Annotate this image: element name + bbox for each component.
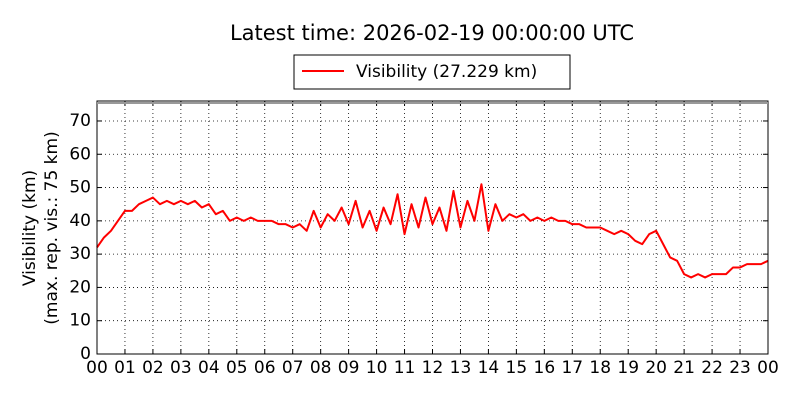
legend-label: Visibility (27.229 km) [356,62,537,82]
x-tick-label: 12 [422,358,444,378]
y-tick-label: 10 [69,311,91,331]
x-tick-label: 21 [673,358,695,378]
chart-title: Latest time: 2026-02-19 00:00:00 UTC [230,21,634,45]
x-tick-label: 20 [645,358,667,378]
y-tick-label: 20 [69,277,91,297]
x-tick-label: 22 [701,358,723,378]
x-tick-label: 11 [394,358,416,378]
plot-frame [96,100,769,355]
x-tick-label: 23 [729,358,751,378]
x-tick-label: 00 [86,358,108,378]
x-tick-label: 03 [170,358,192,378]
y-tick-label: 60 [69,144,91,164]
x-tick-label: 08 [310,358,332,378]
x-tick-label: 13 [450,358,472,378]
x-tick-label: 01 [114,358,136,378]
y-axis-label: (max. rep. vis.: 75 km) [42,131,62,324]
y-tick-label: 70 [69,111,91,131]
x-tick-label: 02 [142,358,164,378]
x-tick-label: 07 [282,358,304,378]
x-tick-label: 15 [506,358,528,378]
x-tick-label: 10 [366,358,388,378]
y-axis-label: Visibility (km) [20,170,40,286]
x-tick-label: 14 [478,358,500,378]
x-tick-label: 05 [226,358,248,378]
y-tick-label: 0 [80,344,91,364]
y-tick-label: 40 [69,211,91,231]
x-tick-label: 04 [198,358,220,378]
y-tick-label: 30 [69,244,91,264]
x-tick-label: 16 [534,358,556,378]
x-tick-label: 19 [617,358,639,378]
data-line [96,183,769,279]
x-tick-label: 17 [561,358,583,378]
x-tick-label: 18 [589,358,611,378]
y-tick-label: 50 [69,178,91,198]
x-tick-label: 06 [254,358,276,378]
x-tick-label: 09 [338,358,360,378]
x-tick-label: 00 [757,358,779,378]
